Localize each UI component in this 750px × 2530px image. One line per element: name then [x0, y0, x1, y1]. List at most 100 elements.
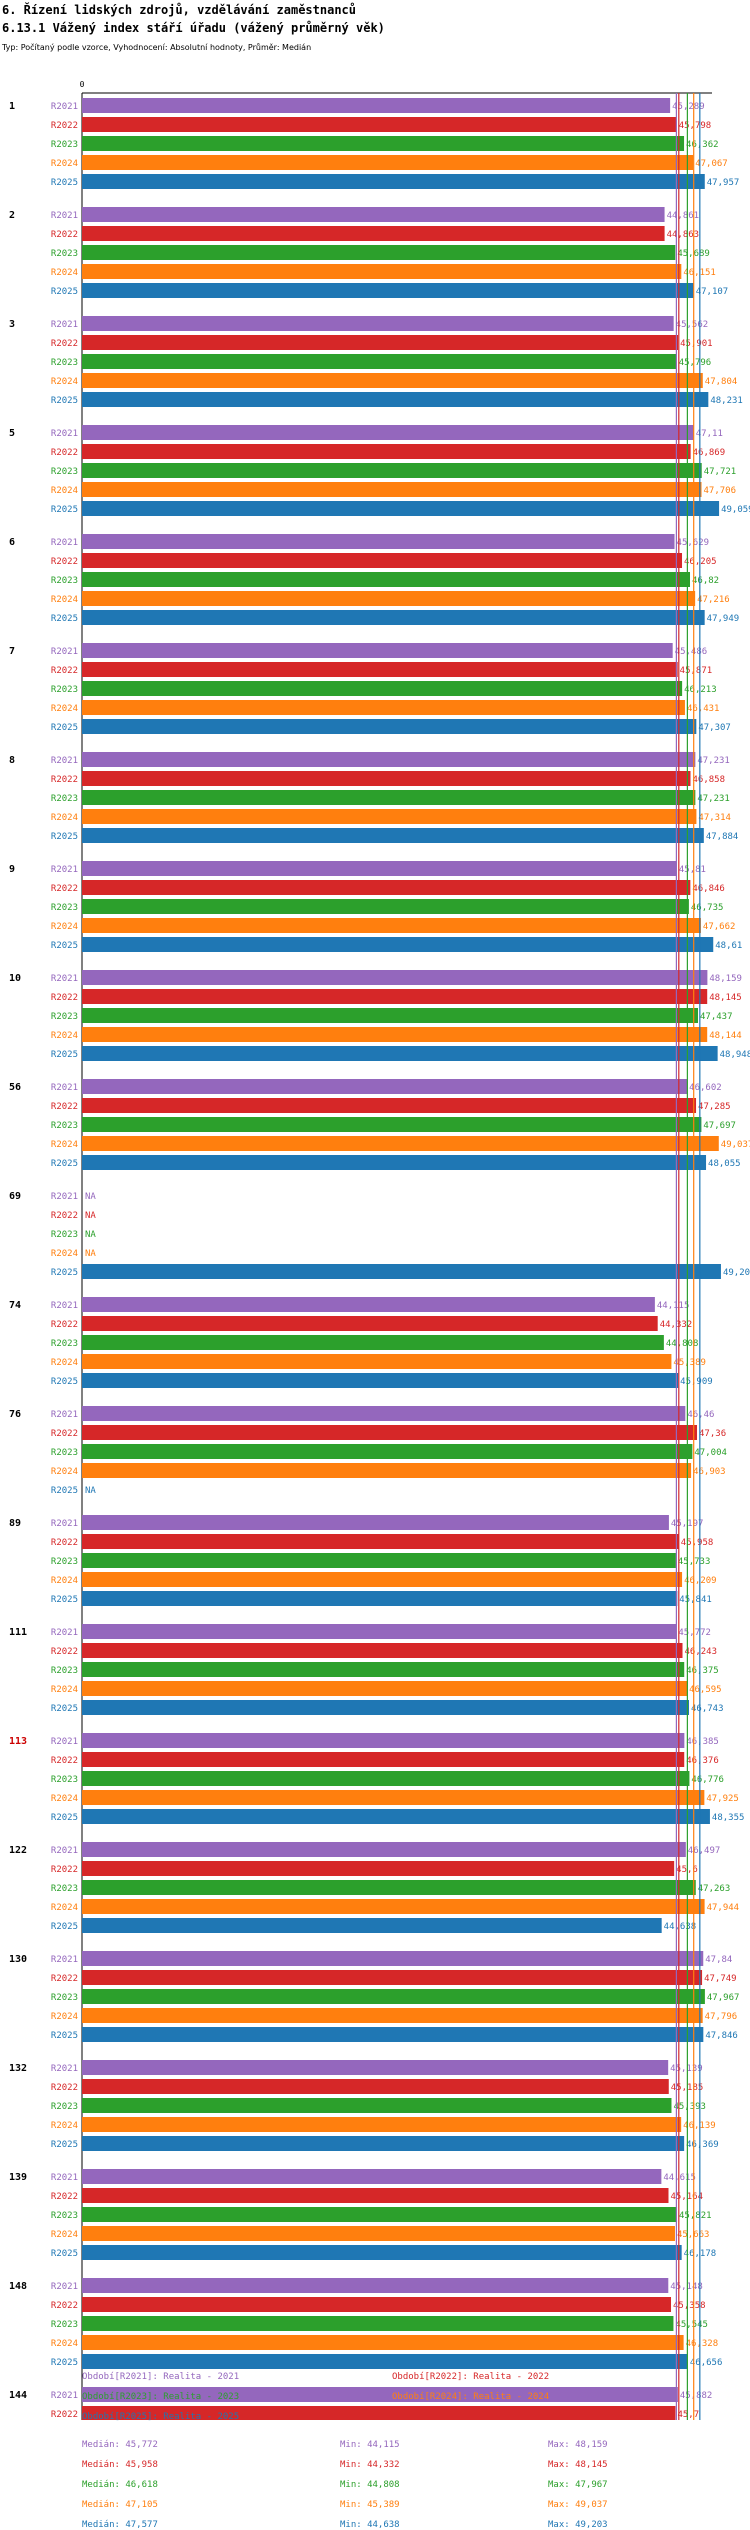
- series-label: R2024: [51, 1794, 78, 1804]
- series-label: R2024: [51, 2230, 78, 2240]
- series-label: R2023: [51, 1666, 78, 1676]
- bar: [82, 1643, 683, 1658]
- bar: [82, 1989, 705, 2004]
- bar: [82, 1515, 669, 1530]
- series-label: R2024: [51, 1685, 78, 1695]
- series-label: R2022: [51, 1538, 78, 1548]
- data-label: 45,139: [670, 2064, 703, 2074]
- bar: [82, 809, 697, 824]
- series-label: R2021: [51, 1846, 78, 1856]
- data-label: 45,7: [677, 2410, 699, 2420]
- legend-max: Max: 49,037: [548, 2500, 608, 2510]
- bar: [82, 2245, 682, 2260]
- series-label: R2025: [51, 941, 78, 951]
- bar: [82, 2354, 688, 2369]
- na-label: NA: [85, 1211, 96, 1221]
- data-label: 47,749: [704, 1974, 737, 1984]
- bar: [82, 719, 697, 734]
- data-label: 45,148: [670, 2282, 703, 2292]
- bar: [82, 1624, 677, 1639]
- bar: [82, 880, 691, 895]
- group-label: 122: [9, 1845, 27, 1856]
- series-label: R2025: [51, 1813, 78, 1823]
- data-label: 44,638: [664, 1922, 697, 1932]
- series-label: R2022: [51, 1756, 78, 1766]
- series-label: R2025: [51, 723, 78, 733]
- series-label: R2023: [51, 1012, 78, 1022]
- bar: [82, 1591, 678, 1606]
- data-label: 47,263: [698, 1884, 731, 1894]
- series-label: R2022: [51, 448, 78, 458]
- series-label: R2023: [51, 140, 78, 150]
- bar: [82, 1155, 707, 1170]
- data-label: 45,901: [680, 339, 713, 349]
- series-label: R2025: [51, 2358, 78, 2368]
- series-label: R2022: [51, 2192, 78, 2202]
- data-label: 45,164: [670, 2192, 703, 2202]
- data-label: 47,231: [697, 794, 730, 804]
- data-label: 47,796: [705, 2012, 738, 2022]
- group-label: 89: [9, 1518, 21, 1529]
- series-label: R2022: [51, 1974, 78, 1984]
- data-label: 46,903: [693, 1467, 726, 1477]
- data-label: 47,11: [696, 429, 723, 439]
- data-label: 45,958: [681, 1538, 714, 1548]
- group-label: 1: [9, 101, 15, 112]
- data-label: 47,437: [700, 1012, 733, 1022]
- series-label: R2021: [51, 756, 78, 766]
- bar: [82, 354, 677, 369]
- series-label: R2025: [51, 505, 78, 515]
- data-label: 48,055: [708, 1159, 741, 1169]
- series-label: R2021: [51, 429, 78, 439]
- bar: [82, 1297, 655, 1312]
- bar: [82, 245, 676, 260]
- series-label: R2021: [51, 1192, 78, 1202]
- data-label: 45,821: [679, 2211, 712, 2221]
- bar: [82, 1681, 688, 1696]
- series-label: R2025: [51, 1486, 78, 1496]
- series-label: R2024: [51, 377, 78, 387]
- series-label: R2022: [51, 2410, 78, 2420]
- bar: [82, 790, 696, 805]
- bar: [82, 174, 705, 189]
- data-label: 47,107: [696, 287, 729, 297]
- series-label: R2022: [51, 775, 78, 785]
- series-label: R2022: [51, 2083, 78, 2093]
- data-label: 44,808: [666, 1339, 699, 1349]
- bar: [82, 752, 696, 767]
- data-label: 47,84: [705, 1955, 732, 1965]
- series-label: R2021: [51, 1410, 78, 1420]
- bar: [82, 700, 685, 715]
- bar: [82, 1463, 692, 1478]
- bar: [82, 2387, 678, 2402]
- data-label: 45,81: [679, 865, 706, 875]
- series-label: R2022: [51, 884, 78, 894]
- legend-min: Min: 44,332: [340, 2460, 400, 2470]
- data-label: 45,629: [677, 538, 710, 548]
- bar: [82, 1079, 688, 1094]
- data-label: 44,861: [667, 211, 700, 221]
- series-label: R2022: [51, 339, 78, 349]
- series-label: R2021: [51, 1301, 78, 1311]
- bar: [82, 828, 704, 843]
- series-label: R2022: [51, 2301, 78, 2311]
- bar: [82, 1098, 697, 1113]
- group-label: 132: [9, 2063, 27, 2074]
- na-label: NA: [85, 1230, 96, 1240]
- series-label: R2024: [51, 813, 78, 823]
- legend-min: Min: 44,808: [340, 2480, 400, 2490]
- data-label: 47,967: [707, 1993, 740, 2003]
- data-label: 47,004: [694, 1448, 727, 1458]
- series-label: R2023: [51, 2211, 78, 2221]
- data-label: 44,863: [667, 230, 700, 240]
- bar: [82, 1842, 686, 1857]
- bar: [82, 1264, 721, 1279]
- data-label: 47,314: [698, 813, 731, 823]
- data-label: 45,796: [679, 358, 712, 368]
- group-label: 2: [9, 210, 15, 221]
- data-label: 47,944: [707, 1903, 740, 1913]
- bar: [82, 553, 683, 568]
- series-label: R2022: [51, 666, 78, 676]
- series-label: R2023: [51, 685, 78, 695]
